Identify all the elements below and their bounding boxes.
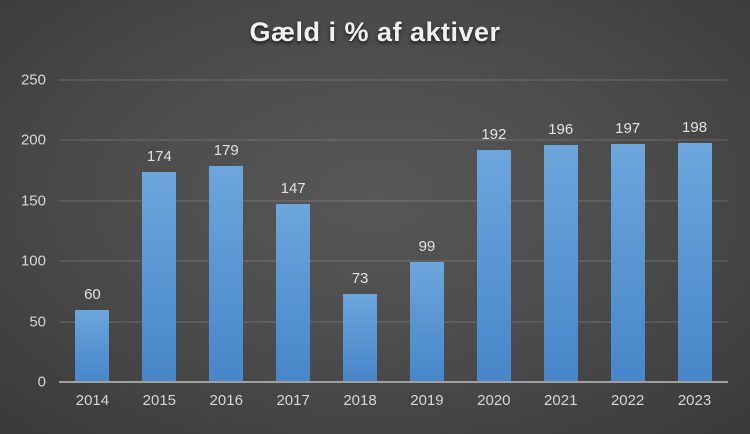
gridline bbox=[59, 79, 728, 81]
x-axis-category-label: 2023 bbox=[677, 392, 712, 409]
x-axis-category-label: 2022 bbox=[610, 392, 645, 409]
chart-title: Gæld i % af aktiver bbox=[249, 17, 501, 47]
x-axis-category-label: 2021 bbox=[544, 392, 578, 409]
plot-area: 0 50 100 150 200 250 60 2014 174 2015 179 2016 147 20… bbox=[21, 72, 728, 409]
bar-slot: 147 2017 bbox=[260, 80, 327, 409]
bar-value-label: 174 bbox=[146, 147, 172, 165]
x-axis-category-label: 2017 bbox=[276, 392, 310, 409]
bar bbox=[343, 293, 378, 382]
bar-value-label: 196 bbox=[548, 121, 574, 139]
bar-slot: 179 2016 bbox=[193, 80, 260, 409]
y-axis-tick-label: 0 bbox=[37, 373, 46, 391]
bar-slot: 99 2019 bbox=[394, 80, 461, 409]
bar-value-label: 99 bbox=[418, 238, 436, 256]
bar-slot: 73 2018 bbox=[327, 80, 394, 409]
gridline bbox=[59, 260, 728, 262]
x-axis-category-label: 2020 bbox=[477, 392, 511, 409]
bar bbox=[75, 309, 110, 382]
y-axis-tick-label: 100 bbox=[20, 252, 46, 270]
x-axis-baseline bbox=[59, 381, 728, 383]
bar bbox=[142, 171, 177, 382]
bar-value-label: 73 bbox=[351, 269, 369, 287]
bar bbox=[276, 204, 311, 382]
y-axis-tick-label: 50 bbox=[29, 313, 46, 331]
bar-slot: 60 2014 bbox=[59, 80, 126, 409]
bar-slot: 197 2022 bbox=[594, 80, 661, 409]
bar-value-label: 198 bbox=[682, 118, 708, 136]
bar bbox=[543, 145, 578, 382]
gridline bbox=[59, 139, 728, 141]
bar-value-label: 60 bbox=[84, 285, 101, 303]
gridline bbox=[59, 200, 728, 202]
x-axis-category-label: 2015 bbox=[142, 392, 177, 409]
x-axis-category-label: 2014 bbox=[75, 392, 110, 409]
bar bbox=[610, 144, 645, 382]
bar-slot: 198 2023 bbox=[661, 80, 728, 409]
bar-value-label: 147 bbox=[280, 180, 306, 198]
x-axis-category-label: 2016 bbox=[209, 392, 243, 409]
gridline bbox=[59, 321, 728, 323]
x-axis-category-label: 2018 bbox=[343, 392, 377, 409]
bar-slot: 196 2021 bbox=[527, 80, 594, 409]
bar bbox=[209, 165, 244, 382]
x-axis-category-label: 2019 bbox=[410, 392, 444, 409]
bar-value-label: 197 bbox=[615, 120, 641, 138]
y-axis-tick-label: 200 bbox=[20, 131, 46, 149]
bar bbox=[476, 150, 511, 382]
y-axis-tick-label: 250 bbox=[20, 71, 46, 89]
bar-value-label: 179 bbox=[213, 141, 239, 159]
bar-slot: 192 2020 bbox=[460, 80, 527, 409]
bar bbox=[677, 142, 712, 382]
bar-value-label: 192 bbox=[481, 126, 507, 144]
bar bbox=[409, 262, 444, 382]
bar-slot: 174 2015 bbox=[126, 80, 193, 409]
y-axis-tick-label: 150 bbox=[20, 192, 46, 210]
